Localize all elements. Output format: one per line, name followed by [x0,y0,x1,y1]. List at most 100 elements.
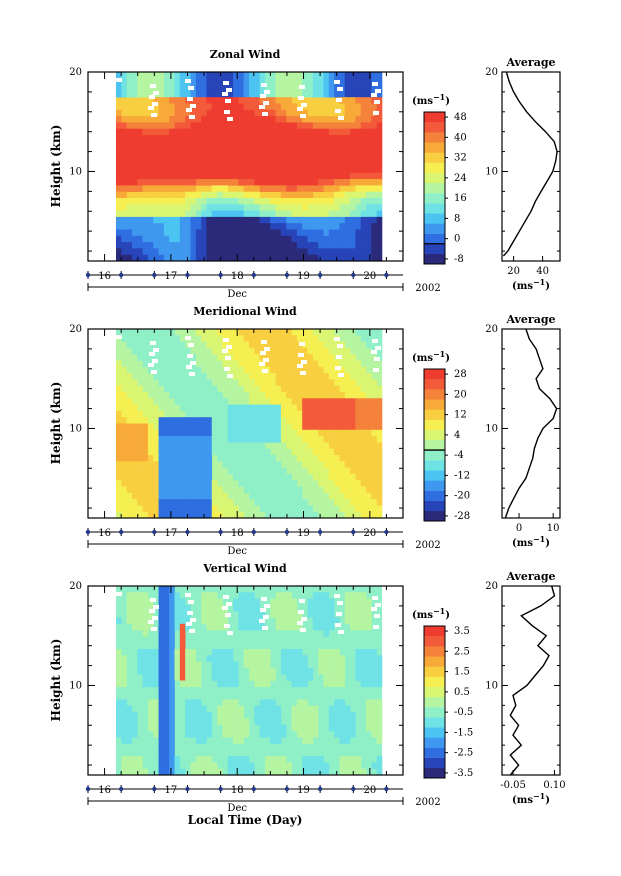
heatmap-cell [291,417,298,424]
heatmap-cell [227,216,234,224]
missing-data [187,97,193,101]
heatmap-cell [217,705,223,713]
heatmap-cell [270,329,276,336]
heatmap-cell [137,341,143,349]
heatmap-cell [259,429,266,437]
heatmap-cell [169,630,175,637]
heatmap-cell [169,385,175,393]
colorbar-tick-label: 24 [454,173,467,184]
heatmap-cell [163,661,170,669]
heatmap-cell [206,423,213,431]
heatmap-cell [131,617,138,625]
heatmap-cell [339,223,346,230]
heatmap-cell [121,254,127,261]
heatmap-cell [291,366,298,374]
heatmap-cell [280,486,287,494]
heatmap-cell [355,392,362,399]
heatmap-cell [116,198,122,205]
heatmap-cell [312,229,319,237]
heatmap-cell [328,423,335,431]
heatmap-cell [195,467,202,475]
heatmap-cell [344,248,351,255]
heatmap-zonal [116,72,383,261]
heatmap-cell [185,109,191,117]
heatmap-cell [169,417,175,424]
heatmap-cell [366,423,372,431]
heatmap-cell [158,762,165,769]
colorbar-tick-label: -4 [454,450,464,461]
heatmap-cell [206,103,213,111]
heatmap-cell [366,699,372,706]
heatmap-cell [350,604,356,612]
heatmap-cell [291,410,298,418]
heatmap-cell [185,198,191,205]
heatmap-cell [147,480,154,487]
heatmap-cell [323,185,330,192]
heatmap-cell [243,598,250,606]
panel-title: Vertical Wind [202,562,287,575]
heatmap-cell [360,461,367,468]
heatmap-cell [328,128,335,136]
heatmap-cell [243,329,250,336]
heatmap-cell [116,122,122,129]
heatmap-cell [211,198,218,205]
x-tick-label: 19 [297,271,310,282]
heatmap-cell [259,242,266,249]
heatmap-cell [169,135,175,142]
heatmap-cell [366,492,372,500]
heatmap-cell [195,116,202,123]
heatmap-cell [323,360,330,368]
heatmap-cell [334,147,340,155]
heatmap-cell [355,198,362,205]
heatmap-cell [264,335,271,342]
heatmap-cell [116,392,122,399]
heatmap-cell [259,473,266,481]
heatmap-cell [179,198,186,205]
heatmap-cell [243,90,250,98]
heatmap-cell [131,179,138,186]
heatmap-cell [264,398,271,405]
heatmap-cell [302,674,308,681]
heatmap-cell [227,756,234,763]
heatmap-cell [286,191,292,199]
heatmap-cell [185,191,191,199]
heatmap-cell [264,179,271,186]
heatmap-cell [339,429,346,437]
heatmap-cell [376,223,383,230]
heatmap-cell [344,768,351,775]
heatmap-cell [291,385,298,393]
heatmap-cell [233,204,239,211]
heatmap-cell [302,347,308,355]
heatmap-cell [291,436,298,443]
colorbar-tick-label: 48 [454,112,467,123]
heatmap-cell [142,480,149,487]
heatmap-cell [211,78,218,85]
heatmap-cell [302,185,308,192]
heatmap-cell [312,366,319,374]
heatmap-cell [217,335,223,342]
heatmap-cell [131,505,138,512]
heatmap-cell [371,410,377,418]
heatmap-cell [126,78,133,85]
heatmap-cell [328,347,335,355]
heatmap-cell [233,511,239,518]
heatmap-cell [355,667,362,675]
heatmap-cell [371,492,377,500]
heatmap-cell [147,604,154,612]
heatmap-cell [131,511,138,518]
heatmap-cell [201,617,207,625]
profile-x-tick-label: -0.05 [500,780,526,791]
heatmap-cell [153,461,159,468]
heatmap-cell [334,191,340,199]
heatmap-cell [116,385,122,393]
heatmap-cell [275,72,282,79]
heatmap-cell [339,480,346,487]
heatmap-cell [238,135,244,142]
heatmap-cell [360,141,367,148]
heatmap-cell [360,499,367,506]
heatmap-cell [238,72,244,79]
heatmap-cell [126,160,133,167]
heatmap-cell [227,90,234,98]
heatmap-cell [270,473,276,481]
